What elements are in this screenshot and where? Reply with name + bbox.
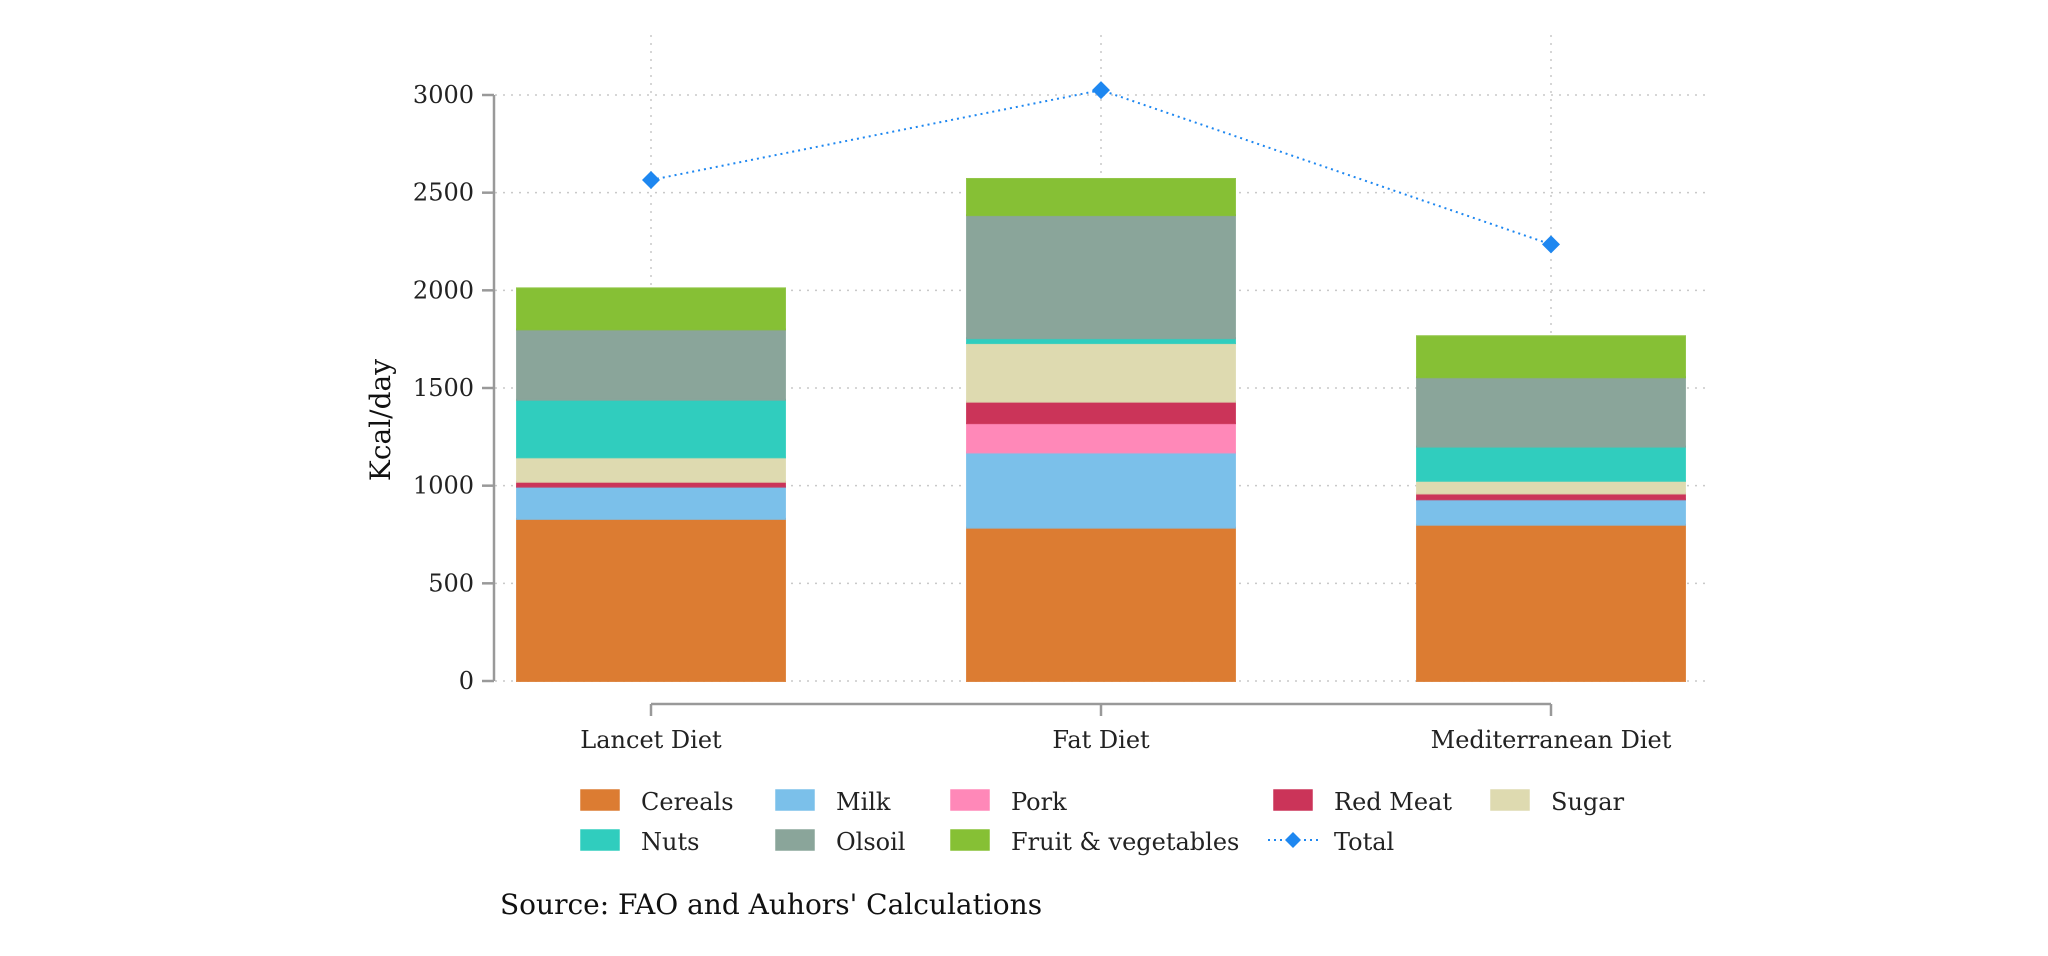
legend-label: Sugar xyxy=(1551,788,1625,816)
legend-item: Milk xyxy=(775,788,891,816)
legend-item: Pork xyxy=(950,788,1067,816)
legend-swatch xyxy=(775,829,815,851)
total-point xyxy=(642,170,660,189)
bar-segment xyxy=(516,485,786,520)
x-category-label: Fat Diet xyxy=(1052,726,1150,754)
bar-segment xyxy=(1416,445,1686,482)
bar-segment xyxy=(516,328,786,401)
legend-item: Sugar xyxy=(1490,788,1625,816)
legend-label: Total xyxy=(1334,828,1394,856)
legend-swatch xyxy=(950,829,990,851)
legend-swatch xyxy=(1273,789,1313,811)
bar-segment xyxy=(516,398,786,459)
total-point xyxy=(1542,235,1560,254)
bar-segment xyxy=(966,342,1236,403)
total-point xyxy=(1092,81,1110,100)
bar-segment xyxy=(1416,335,1686,379)
legend-label: Fruit & vegetables xyxy=(1011,828,1239,856)
bar-segment xyxy=(966,451,1236,529)
bar-segment xyxy=(516,456,786,483)
legend-label: Olsoil xyxy=(836,828,905,856)
bar-segment xyxy=(966,177,1236,217)
legend-item: Nuts xyxy=(580,828,699,856)
legend-swatch xyxy=(580,829,620,851)
legend-swatch xyxy=(580,789,620,811)
bar-segment xyxy=(516,287,786,331)
bars xyxy=(516,177,1686,683)
y-tick-label: 500 xyxy=(428,569,474,597)
legend-item: Cereals xyxy=(580,788,734,816)
bar-segment xyxy=(516,517,786,683)
y-tick-label: 2000 xyxy=(413,276,474,304)
legend-item: Red Meat xyxy=(1273,788,1452,816)
bar-segment xyxy=(1416,479,1686,495)
bar-segment xyxy=(1416,498,1686,526)
bar-segment xyxy=(966,422,1236,454)
y-tick-label: 1000 xyxy=(413,472,474,500)
source-note: Source: FAO and Auhors' Calculations xyxy=(500,888,1042,921)
bar-segment xyxy=(1416,376,1686,448)
legend-label: Pork xyxy=(1011,788,1067,816)
y-tick-labels: 0 500 1000 1500 2000 2500 3000 xyxy=(413,81,474,695)
y-tick-label: 3000 xyxy=(413,81,474,109)
legend-item: Fruit & vegetables xyxy=(950,828,1239,856)
legend-marker xyxy=(1285,832,1301,848)
bar-segment xyxy=(966,400,1236,425)
legend-label: Red Meat xyxy=(1334,788,1452,816)
legend-item: Olsoil xyxy=(775,828,905,856)
legend-swatch xyxy=(775,789,815,811)
x-category-label: Mediterranean Diet xyxy=(1431,726,1672,754)
axes xyxy=(482,93,1553,716)
legend-swatch xyxy=(950,789,990,811)
x-tick-labels: Lancet Diet Fat Diet Mediterranean Diet xyxy=(580,726,1671,754)
y-axis-title: Kcal/day xyxy=(364,359,397,481)
bar-segment xyxy=(966,526,1236,682)
total-line xyxy=(642,81,1560,254)
bar-segment xyxy=(1416,523,1686,682)
legend: Cereals Milk Pork Red Meat Sugar Nuts Olsoil Fr… xyxy=(580,788,1625,856)
legend-swatch xyxy=(1490,789,1530,811)
legend-label: Cereals xyxy=(641,788,734,816)
legend-label: Milk xyxy=(836,788,891,816)
bar-segment xyxy=(966,214,1236,340)
x-category-label: Lancet Diet xyxy=(580,726,722,754)
legend-label: Nuts xyxy=(641,828,699,856)
y-tick-label: 1500 xyxy=(413,374,474,402)
legend-item: Total xyxy=(1268,828,1394,856)
y-tick-label: 0 xyxy=(459,667,474,695)
y-tick-label: 2500 xyxy=(413,179,474,207)
